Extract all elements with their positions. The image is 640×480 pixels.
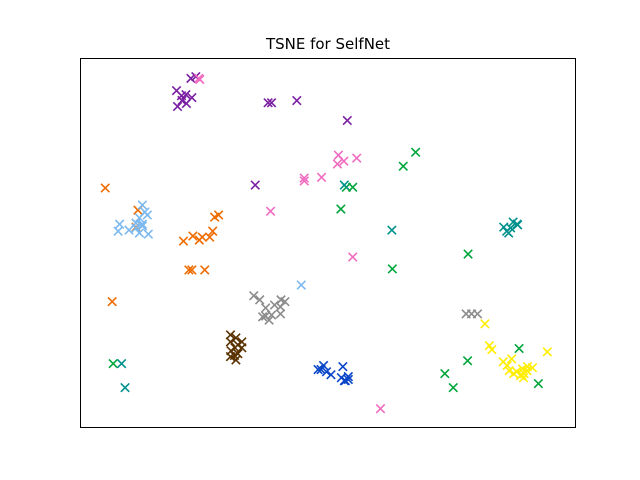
scatter-point — [326, 369, 336, 380]
scatter-point — [502, 360, 512, 371]
scatter-point — [398, 161, 409, 172]
scatter-point — [181, 98, 192, 109]
scatter-point — [375, 403, 386, 414]
scatter-point — [313, 364, 323, 375]
scatter-point — [225, 337, 236, 347]
chart-title: TSNE for SelfNet — [265, 35, 390, 53]
scatter-point — [342, 115, 353, 126]
scatter-point — [440, 368, 450, 379]
scatter-point — [512, 220, 523, 230]
axes-frame — [80, 58, 576, 428]
scatter-point — [332, 159, 343, 169]
scatter-point — [339, 156, 349, 166]
scatter-point — [108, 358, 118, 369]
scatter-point — [504, 365, 514, 376]
scatter-point — [134, 228, 145, 238]
scatter-point — [269, 300, 280, 310]
scatter-point — [225, 330, 236, 340]
scatter-point — [231, 355, 241, 365]
scatter-point — [188, 231, 198, 241]
scatter-point — [107, 296, 117, 307]
scatter-point — [339, 180, 350, 190]
scatter-point — [321, 367, 332, 377]
scatter-points — [100, 71, 553, 414]
scatter-point — [177, 95, 187, 106]
scatter-point — [480, 319, 490, 329]
scatter-point — [347, 182, 358, 193]
scatter-point — [254, 295, 265, 305]
scatter-point — [410, 147, 421, 157]
scatter-point — [142, 210, 153, 220]
scatter-point — [506, 354, 517, 364]
scatter-point — [116, 358, 127, 369]
scatter-point — [266, 98, 277, 108]
scatter-point — [296, 280, 307, 290]
scatter-point — [207, 226, 218, 236]
scatter-point — [275, 309, 286, 319]
scatter-point — [113, 226, 123, 236]
scatter-point — [472, 309, 483, 319]
scatter-point — [263, 98, 273, 108]
scatter-point — [316, 364, 326, 375]
scatter-point — [187, 265, 197, 275]
scatter-point — [340, 375, 351, 386]
scatter-point — [184, 265, 194, 275]
scatter-point — [134, 213, 145, 223]
scatter-point — [137, 200, 148, 210]
scatter-point — [514, 343, 524, 354]
scatter-point — [213, 210, 224, 220]
scatter-point — [299, 176, 310, 186]
scatter-point — [186, 73, 196, 84]
scatter-point — [275, 302, 286, 312]
scatter-point — [231, 333, 241, 343]
scatter-point — [518, 372, 529, 383]
scatter-point — [351, 153, 362, 163]
scatter-point — [533, 378, 544, 389]
scatter-point — [257, 312, 268, 322]
scatter-point — [100, 183, 111, 193]
scatter-point — [172, 101, 183, 112]
scatter-point — [527, 362, 538, 373]
scatter-point — [265, 206, 276, 217]
scatter-point — [137, 219, 148, 229]
scatter-point — [250, 180, 261, 190]
scatter-point — [503, 228, 514, 238]
scatter-point — [462, 355, 473, 366]
scatter-point — [204, 232, 215, 242]
scatter-point — [347, 252, 358, 262]
scatter-point — [248, 291, 259, 301]
scatter-point — [114, 219, 125, 229]
scatter-point — [199, 265, 210, 275]
scatter-point — [487, 344, 497, 355]
scatter-point — [508, 368, 519, 379]
scatter-point — [178, 236, 189, 246]
scatter-point — [195, 74, 205, 85]
scatter-point — [316, 172, 327, 183]
scatter-point — [124, 225, 134, 235]
scatter-point — [542, 347, 553, 357]
scatter-point — [120, 382, 130, 393]
scatter-point — [292, 95, 302, 106]
scatter-point — [264, 315, 274, 325]
scatter-point — [387, 264, 398, 274]
scatter-point — [237, 343, 247, 353]
scatter-point — [143, 229, 154, 239]
scatter-point — [463, 249, 473, 259]
scatter-point — [194, 235, 205, 245]
scatter-point — [299, 173, 310, 183]
scatter-point — [336, 204, 346, 214]
scatter-point — [387, 225, 397, 235]
scatter-point — [137, 221, 148, 231]
scatter-point — [338, 361, 348, 372]
scatter-point — [225, 351, 236, 362]
scatter-point — [448, 382, 459, 393]
